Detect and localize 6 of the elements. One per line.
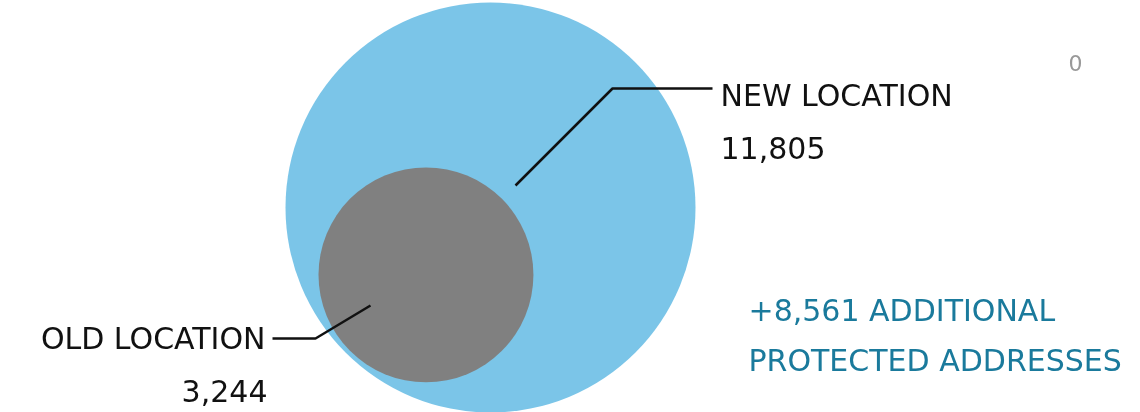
data-label: 3,244 — [181, 373, 268, 409]
category-label: OLD LOCATION — [40, 321, 266, 356]
data-label: 11,805 — [720, 130, 826, 166]
text: 0 — [1068, 50, 1083, 76]
text: +8,561 ADDITIONAL PROTECTED ADDRESSES — [748, 292, 1122, 379]
category-label: NEW LOCATION — [720, 78, 953, 113]
